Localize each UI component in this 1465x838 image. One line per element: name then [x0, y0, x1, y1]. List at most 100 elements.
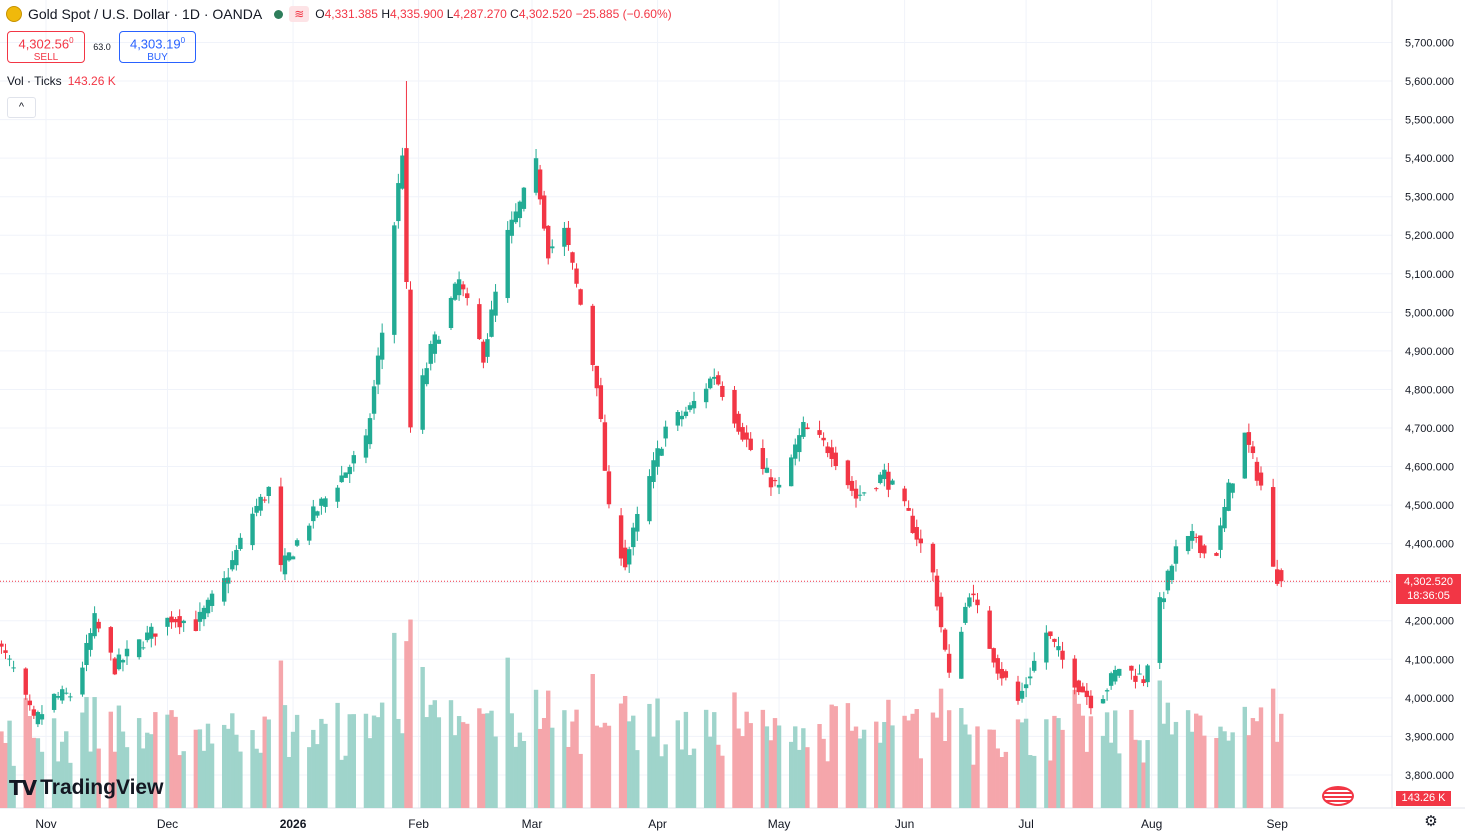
candle-body[interactable] — [1157, 597, 1162, 663]
candle-body[interactable] — [169, 616, 174, 623]
candle-body[interactable] — [631, 527, 636, 548]
candle-body[interactable] — [1032, 660, 1037, 671]
candle-body[interactable] — [659, 448, 664, 456]
candle-body[interactable] — [663, 426, 668, 439]
candle-body[interactable] — [772, 480, 778, 482]
candle-body[interactable] — [861, 492, 867, 494]
candle-body[interactable] — [1104, 690, 1110, 692]
symbol-title[interactable]: Gold Spot / U.S. Dollar · 1D · OANDA — [28, 6, 263, 22]
candles[interactable] — [0, 81, 1284, 728]
candle-body[interactable] — [1230, 483, 1235, 493]
candle-body[interactable] — [404, 148, 409, 283]
candle-body[interactable] — [92, 613, 97, 637]
candle-body[interactable] — [408, 289, 413, 428]
candle-body[interactable] — [517, 201, 523, 219]
candle-body[interactable] — [1133, 675, 1138, 682]
candle-body[interactable] — [963, 606, 968, 623]
candle-body[interactable] — [181, 620, 186, 624]
candle-body[interactable] — [853, 488, 859, 499]
candle-body[interactable] — [1027, 676, 1033, 679]
candle-body[interactable] — [319, 498, 324, 506]
candle-body[interactable] — [428, 343, 433, 364]
candle-body[interactable] — [975, 599, 980, 606]
candle-body[interactable] — [1258, 472, 1264, 486]
candle-body[interactable] — [1003, 671, 1009, 678]
candle-body[interactable] — [1117, 668, 1122, 676]
candle-body[interactable] — [1023, 684, 1029, 689]
candle-body[interactable] — [335, 487, 340, 502]
candle-body[interactable] — [1226, 482, 1231, 511]
candle-body[interactable] — [323, 498, 328, 507]
candle-body[interactable] — [1113, 669, 1118, 682]
candle-body[interactable] — [347, 466, 352, 475]
candle-body[interactable] — [80, 667, 85, 695]
candle-body[interactable] — [651, 460, 656, 482]
candle-body[interactable] — [789, 457, 794, 487]
candle-body[interactable] — [96, 621, 101, 629]
candle-body[interactable] — [1141, 679, 1146, 684]
candle-body[interactable] — [886, 471, 891, 490]
candle-body[interactable] — [1246, 432, 1252, 445]
candle-body[interactable] — [136, 639, 142, 658]
buy-button[interactable]: 4,303.190 BUY — [119, 31, 196, 63]
candle-body[interactable] — [307, 525, 312, 541]
candle-body[interactable] — [84, 642, 89, 666]
candle-body[interactable] — [703, 388, 709, 403]
candle-body[interactable] — [768, 477, 774, 488]
candle-body[interactable] — [817, 430, 822, 435]
candle-body[interactable] — [946, 653, 952, 673]
candle-body[interactable] — [465, 293, 470, 299]
candle-body[interactable] — [776, 484, 782, 488]
chevron-up-icon[interactable]: ^ — [7, 97, 36, 118]
candle-body[interactable] — [1165, 570, 1171, 591]
candle-body[interactable] — [740, 427, 745, 440]
candle-body[interactable] — [708, 378, 713, 389]
candle-body[interactable] — [825, 446, 830, 454]
candle-body[interactable] — [1198, 535, 1203, 554]
candle-body[interactable] — [456, 279, 462, 296]
candle-body[interactable] — [1137, 673, 1142, 675]
candle-body[interactable] — [64, 692, 69, 694]
candle-body[interactable] — [1275, 569, 1280, 584]
candle-body[interactable] — [197, 611, 203, 622]
candle-body[interactable] — [1044, 632, 1049, 663]
candle-body[interactable] — [995, 658, 1000, 674]
candle-body[interactable] — [720, 385, 725, 397]
candle-body[interactable] — [116, 654, 122, 670]
candle-body[interactable] — [1052, 638, 1057, 642]
candle-body[interactable] — [234, 549, 239, 566]
candle-body[interactable] — [68, 696, 73, 698]
candle-body[interactable] — [712, 376, 717, 379]
candle-body[interactable] — [485, 339, 490, 357]
candle-body[interactable] — [424, 368, 429, 385]
candle-body[interactable] — [173, 619, 178, 623]
candle-body[interactable] — [379, 332, 385, 360]
candle-body[interactable] — [315, 511, 320, 516]
candle-body[interactable] — [177, 616, 182, 628]
candle-body[interactable] — [570, 252, 575, 263]
candle-body[interactable] — [1084, 690, 1090, 698]
candle-body[interactable] — [201, 607, 207, 620]
candle-body[interactable] — [934, 575, 940, 607]
candle-body[interactable] — [55, 696, 61, 698]
candle-body[interactable] — [3, 650, 8, 653]
candle-body[interactable] — [477, 304, 482, 340]
candle-body[interactable] — [1214, 553, 1219, 556]
candle-body[interactable] — [88, 633, 93, 650]
candle-body[interactable] — [1250, 446, 1256, 454]
candle-body[interactable] — [120, 660, 126, 663]
candle-body[interactable] — [691, 400, 697, 409]
candle-body[interactable] — [635, 514, 640, 532]
candle-body[interactable] — [108, 627, 113, 653]
candle-body[interactable] — [606, 471, 612, 505]
candle-body[interactable] — [1202, 545, 1207, 554]
candle-body[interactable] — [392, 225, 397, 335]
candle-body[interactable] — [562, 227, 567, 247]
candle-body[interactable] — [732, 389, 737, 424]
candle-body[interactable] — [1279, 570, 1284, 582]
candle-body[interactable] — [590, 305, 595, 365]
candle-body[interactable] — [1242, 432, 1247, 479]
candle-body[interactable] — [959, 631, 964, 679]
candle-body[interactable] — [882, 469, 887, 480]
